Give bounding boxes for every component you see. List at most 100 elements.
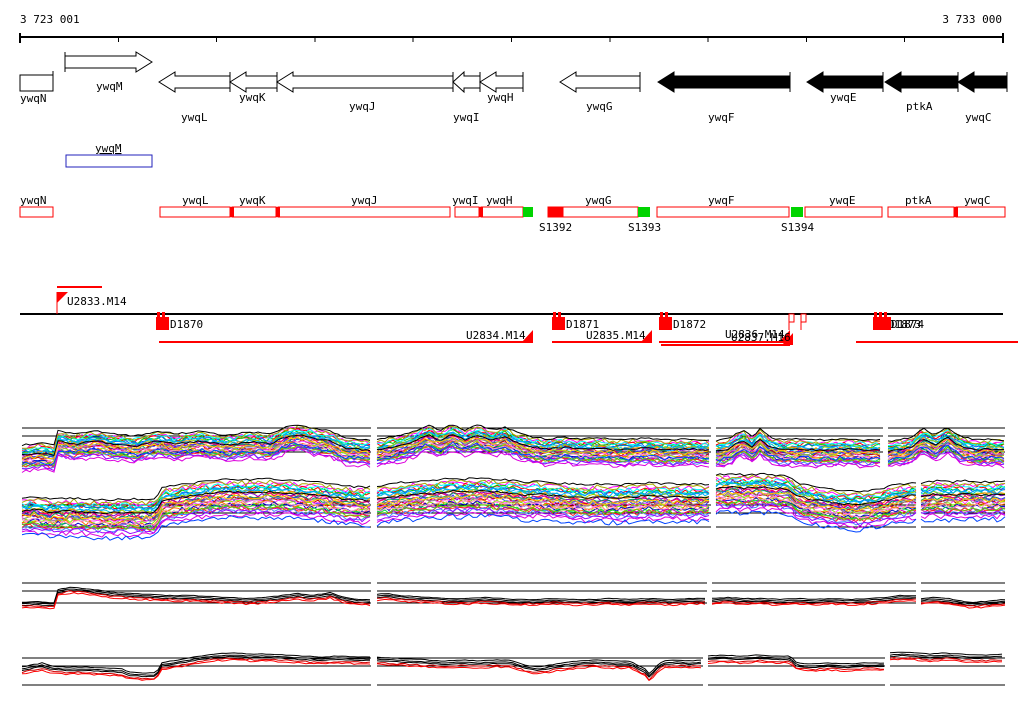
gene-arrow-ywqE[interactable] [806, 71, 884, 93]
profile-line [715, 495, 917, 519]
profile-line [376, 431, 710, 451]
profile-line [920, 484, 1006, 492]
profile-line [376, 424, 710, 442]
profile-line [920, 600, 1006, 607]
profile-line [21, 496, 371, 522]
segment-box-ywqC[interactable] [955, 206, 1006, 218]
profile-line [21, 490, 371, 515]
profile-line [715, 453, 881, 467]
profile-line [376, 434, 710, 451]
profile-line [21, 444, 370, 467]
profile-line [376, 485, 710, 498]
segment-box-ywqH[interactable] [480, 206, 524, 218]
profile-line [376, 429, 710, 449]
down-flag-nub [665, 312, 668, 317]
segment-box-ywqN[interactable] [19, 206, 54, 218]
gene-arrow-ptkA[interactable] [884, 71, 959, 93]
profile-line [376, 507, 710, 521]
profile-line [376, 447, 710, 466]
segment-label-ywqE: ywqE [829, 194, 856, 207]
profile-line [715, 448, 881, 464]
gene-arrow-ywqK[interactable] [229, 71, 278, 93]
profile-line [715, 441, 881, 457]
segment-box-ywqK[interactable] [231, 206, 277, 218]
profile-line [715, 503, 917, 527]
segment-divider [954, 207, 958, 217]
profile-line [376, 598, 706, 607]
gene-arrow-ywqL[interactable] [158, 71, 231, 93]
down-flag-D1872[interactable] [659, 317, 672, 330]
segment-label-ywqC: ywqC [964, 194, 991, 207]
blue-feature-box-ywqM[interactable] [65, 154, 153, 168]
profile-line [887, 439, 1005, 456]
segment-label-ywqK: ywqK [239, 194, 266, 207]
segment-box-ptkA[interactable] [887, 206, 955, 218]
profile-line [376, 478, 710, 491]
green-marker[interactable] [638, 207, 650, 217]
gene-arrow-ywqJ[interactable] [276, 71, 454, 93]
profile-line [376, 662, 702, 681]
green-marker[interactable] [523, 207, 533, 217]
up-flag-U2833.M14[interactable] [57, 292, 68, 303]
down-flag-nub [884, 312, 887, 317]
gene-arrow-ywqG[interactable] [559, 71, 641, 93]
profile-line [920, 492, 1005, 498]
u-probe-label-U2837.M16: U2837.M16 [731, 331, 791, 344]
profile-line [887, 444, 1005, 462]
profile-line [715, 446, 881, 462]
profile-line [715, 495, 917, 519]
profile-line [21, 434, 371, 457]
profile-line [715, 438, 881, 452]
profile-line [376, 656, 702, 675]
gene-box-ywqN[interactable] [19, 74, 54, 92]
profile-line [920, 516, 1006, 523]
gene-label-ywqJ: ywqJ [349, 100, 376, 113]
profile-line [715, 490, 917, 513]
profile-row-all-conditions-profiles-A [21, 424, 1005, 473]
segment-box-ywqE[interactable] [804, 206, 883, 218]
down-flag-D1870[interactable] [156, 317, 169, 330]
gene-arrow-ywqF[interactable] [657, 71, 791, 93]
down-flag-D1871[interactable] [552, 317, 565, 330]
gene-arrow-ywqC[interactable] [957, 71, 1008, 93]
profile-line [920, 602, 1006, 609]
profile-line [376, 511, 710, 523]
profile-line [715, 428, 881, 445]
gene-arrow-ywqI[interactable] [452, 70, 481, 94]
profile-line [21, 504, 371, 531]
profile-line [920, 513, 1006, 520]
profile-line [920, 503, 1006, 511]
down-flag-D1874[interactable] [878, 317, 891, 330]
signal-label-S1393: S1393 [628, 221, 661, 234]
mini-flag [800, 313, 807, 323]
profile-line [376, 436, 710, 456]
gene-arrow-ywqM[interactable] [64, 51, 153, 73]
profile-line [21, 483, 371, 509]
segment-label-ywqF: ywqF [708, 194, 735, 207]
gene-label-ywqM: ywqM [96, 80, 123, 93]
segment-box-ywqI[interactable] [454, 206, 480, 218]
profile-line [887, 450, 1005, 467]
segment-box-ywqL[interactable] [159, 206, 231, 218]
segment-red-marker[interactable] [547, 206, 564, 218]
profile-line [715, 506, 917, 530]
profile-line [715, 447, 881, 461]
profile-line [376, 499, 710, 512]
mini-flag [788, 313, 795, 323]
segment-box-ywqJ[interactable] [277, 206, 451, 218]
profile-line [21, 507, 371, 534]
segment-box-ywqF[interactable] [656, 206, 790, 218]
profile-line [21, 427, 371, 453]
segment-label-ywqG: ywqG [585, 194, 612, 207]
profile-line [376, 445, 710, 467]
profile-line [920, 600, 1006, 608]
profile-line [376, 489, 710, 500]
profile-line [715, 481, 917, 505]
gene-arrow-ywqH[interactable] [479, 71, 524, 93]
profile-line [920, 488, 1006, 495]
gene-label-ywqE: ywqE [830, 91, 857, 104]
profile-line [21, 446, 371, 470]
down-flag-nub [553, 312, 556, 317]
green-marker[interactable] [791, 207, 803, 217]
